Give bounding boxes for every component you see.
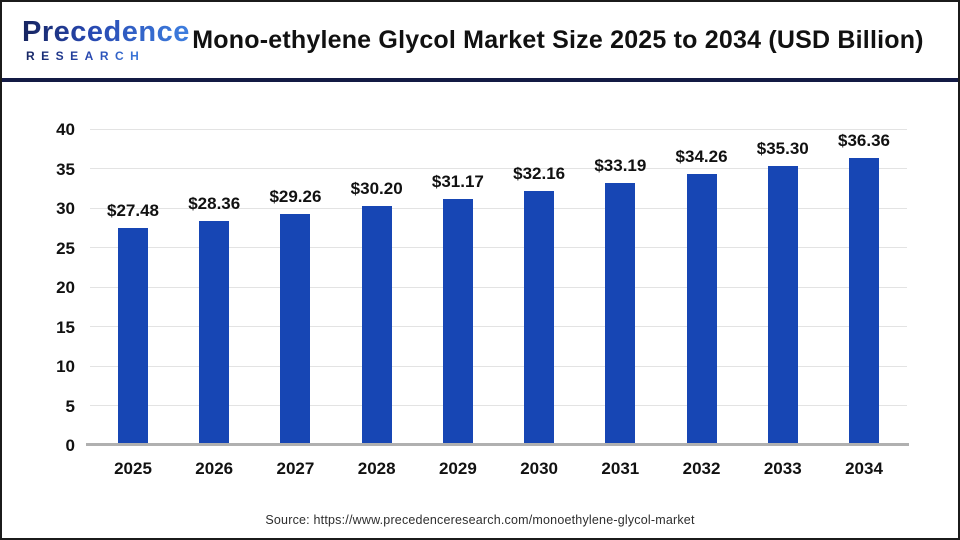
gridline-y-10 xyxy=(90,365,907,367)
bar-value-label-2029: $31.17 xyxy=(431,171,484,191)
bar-2030 xyxy=(524,190,555,445)
x-axis-tick-2029: 2029 xyxy=(438,459,477,478)
bar-value-label-2025: $27.48 xyxy=(107,200,159,220)
gridline-y-20 xyxy=(90,286,907,288)
chart-title: Mono-ethylene Glycol Market Size 2025 to… xyxy=(192,25,924,54)
title-area: Mono-ethylene Glycol Market Size 2025 to… xyxy=(172,26,958,55)
y-axis-tick-5: 5 xyxy=(65,396,75,416)
bar-value-label-2026: $28.36 xyxy=(188,193,241,213)
gridline-y-15 xyxy=(90,326,907,327)
gridline-y-35 xyxy=(90,168,907,169)
bar-value-label-2033: $35.30 xyxy=(756,139,809,159)
x-axis-tick-2026: 2026 xyxy=(195,459,234,478)
logo-wordmark: Precedence xyxy=(22,16,190,48)
y-axis-tick-15: 15 xyxy=(56,317,75,337)
x-axis-tick-2033: 2033 xyxy=(763,459,802,478)
bar-value-label-2031: $33.19 xyxy=(594,155,647,175)
bar-2028 xyxy=(361,206,392,445)
bar-2033 xyxy=(767,166,798,445)
bar-2029 xyxy=(442,198,473,445)
logo-subtitle: RESEARCH xyxy=(22,50,145,62)
gridline-y-25 xyxy=(90,247,907,248)
precedence-research-logo: Precedence RESEARCH xyxy=(22,18,189,63)
bar-value-label-2032: $34.26 xyxy=(675,147,728,167)
x-axis-tick-2030: 2030 xyxy=(520,459,559,478)
bar-2034 xyxy=(849,157,879,445)
x-axis-tick-2031: 2031 xyxy=(601,459,640,478)
x-axis-tick-2034: 2034 xyxy=(845,459,883,478)
bar-value-label-2034: $36.36 xyxy=(838,130,890,150)
bar-2027 xyxy=(280,213,311,445)
bar-chart-plot-area: 0 5 10 15 20 25 30 35 40 $27.48 2025 $28.36 2026 $29.… xyxy=(56,121,909,478)
gridline-y-30 xyxy=(90,207,907,209)
bar-value-label-2027: $29.26 xyxy=(269,186,322,206)
y-axis-tick-35: 35 xyxy=(56,159,75,179)
bar-2031 xyxy=(605,182,636,445)
header: Precedence RESEARCH Mono-ethylene Glycol… xyxy=(2,2,958,82)
x-axis-tick-2032: 2032 xyxy=(682,459,721,478)
bar-2025 xyxy=(118,227,148,445)
bar-value-label-2030: $32.16 xyxy=(513,163,566,183)
y-axis-tick-25: 25 xyxy=(56,238,75,258)
source-attribution: Source: https://www.precedenceresearch.c… xyxy=(265,513,695,527)
y-axis-tick-10: 10 xyxy=(56,357,75,376)
y-axis-tick-20: 20 xyxy=(56,278,75,297)
x-axis-tick-2025: 2025 xyxy=(114,459,152,478)
gridline-y-5 xyxy=(90,405,907,406)
bar-2026 xyxy=(199,220,230,445)
x-axis-tick-2027: 2027 xyxy=(276,459,315,478)
bar-2032 xyxy=(686,174,717,445)
bar-value-label-2028: $30.20 xyxy=(350,179,403,199)
x-axis-line xyxy=(86,443,909,446)
gridline-y-40 xyxy=(90,128,907,130)
x-axis-tick-2028: 2028 xyxy=(357,459,396,478)
y-axis-tick-0: 0 xyxy=(65,436,75,455)
y-axis-tick-30: 30 xyxy=(56,199,75,218)
y-axis-tick-40: 40 xyxy=(56,120,75,139)
